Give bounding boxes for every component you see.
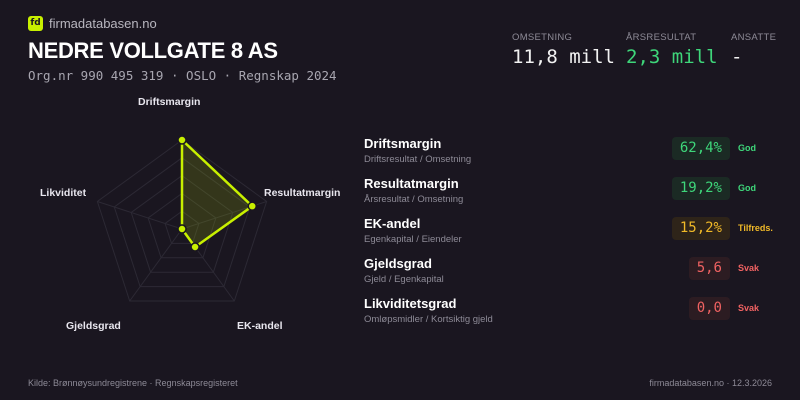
metric-formula: Gjeld / Egenkapital [364,274,444,285]
metric-title: Driftsmargin [364,136,442,151]
stat-label-revenue: OMSETNING [512,32,573,43]
radar-spoke [97,201,183,230]
metric-title: Resultatmargin [364,176,459,191]
stat-value-result: 2,3 mill [626,46,718,68]
company-subline: Org.nr 990 495 319 · OSLO · Regnskap 202… [28,68,337,83]
metric-title: Likviditetsgrad [364,296,457,311]
radar-grid-ring [147,192,217,259]
metric-formula: Egenkapital / Eiendeler [364,234,462,245]
metric-title: Gjeldsgrad [364,256,432,271]
radar-point-likviditet [177,224,187,234]
metric-value: 62,4% [671,137,730,160]
stat-label-result: ÅRSRESULTAT [626,32,697,43]
radar-grid-ring [113,157,251,288]
metric-row: Driftsmargin Driftsresultat / Omsetning … [364,136,784,172]
metric-status: God [738,143,756,153]
axis-label-ek-andel: EK-andel [237,320,283,332]
axis-label-likviditet: Likviditet [40,187,87,199]
radar-spoke [129,228,183,302]
metric-value: 0,0 [688,297,730,320]
radar-chart [96,135,268,302]
metric-row: Resultatmargin Årsresultat / Omsetning 1… [364,176,784,212]
logo: fd [28,16,43,31]
metric-status: Svak [738,263,760,273]
metric-status: God [738,183,756,193]
metric-value: 19,2% [671,177,730,200]
radar-point-ek-andel [190,242,200,252]
metric-value: 5,6 [688,257,730,280]
axis-label-gjeldsgrad: Gjeldsgrad [66,320,121,332]
metric-row: EK-andel Egenkapital / Eiendeler 15,2% T… [364,216,784,252]
metric-row: Likviditetsgrad Omløpsmidler / Kortsikti… [364,296,784,332]
metric-formula: Omløpsmidler / Kortsiktig gjeld [364,314,493,325]
stat-value-employees: - [731,46,743,68]
axis-label-resultatmargin: Resultatmargin [264,187,341,199]
company-name: NEDRE VOLLGATE 8 AS [28,38,278,63]
radar-grid-ring [96,139,268,302]
radar-grid-ring [130,174,234,273]
metric-row: Gjeldsgrad Gjeld / Egenkapital 5,6 Svak [364,256,784,292]
footer-site-date: firmadatabasen.no · 12.3.2026 [649,378,772,388]
radar-point-resultatmargin [247,201,258,211]
axis-label-driftsmargin: Driftsmargin [138,96,201,108]
footer-source: Kilde: Brønnøysundregistrene · Regnskaps… [28,378,238,388]
radar-point-driftsmargin [177,135,187,145]
radar-grid-ring [164,210,200,244]
stat-label-employees: ANSATTE [731,32,777,43]
stat-value-revenue: 11,8 mill [512,46,615,68]
metric-formula: Driftsresultat / Omsetning [364,154,472,165]
metric-formula: Årsresultat / Omsetning [364,194,464,205]
metric-value: 15,2% [671,217,730,240]
metric-status: Svak [738,303,760,313]
site-name: firmadatabasen.no [49,16,157,31]
metric-title: EK-andel [364,216,421,231]
metric-status: Tilfreds. [738,223,773,233]
